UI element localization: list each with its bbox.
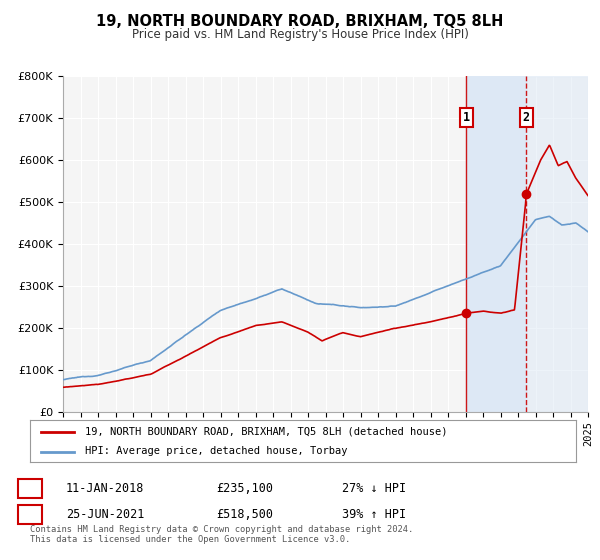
Text: Contains HM Land Registry data © Crown copyright and database right 2024.
This d: Contains HM Land Registry data © Crown c… (30, 525, 413, 544)
Text: HPI: Average price, detached house, Torbay: HPI: Average price, detached house, Torb… (85, 446, 347, 456)
Text: £235,100: £235,100 (216, 482, 273, 495)
Text: £518,500: £518,500 (216, 507, 273, 521)
Bar (466, 76, 526, 412)
Text: Price paid vs. HM Land Registry's House Price Index (HPI): Price paid vs. HM Land Registry's House … (131, 28, 469, 41)
Text: 39% ↑ HPI: 39% ↑ HPI (342, 507, 406, 521)
Text: 11-JAN-2018: 11-JAN-2018 (66, 482, 145, 495)
Text: 2: 2 (523, 111, 530, 124)
Text: 25-JUN-2021: 25-JUN-2021 (66, 507, 145, 521)
Text: 1: 1 (26, 482, 34, 495)
Text: 2: 2 (26, 507, 34, 521)
Text: 27% ↓ HPI: 27% ↓ HPI (342, 482, 406, 495)
Text: 19, NORTH BOUNDARY ROAD, BRIXHAM, TQ5 8LH: 19, NORTH BOUNDARY ROAD, BRIXHAM, TQ5 8L… (97, 14, 503, 29)
Text: 19, NORTH BOUNDARY ROAD, BRIXHAM, TQ5 8LH (detached house): 19, NORTH BOUNDARY ROAD, BRIXHAM, TQ5 8L… (85, 427, 447, 437)
Text: 1: 1 (463, 111, 470, 124)
Bar (526, 76, 588, 412)
